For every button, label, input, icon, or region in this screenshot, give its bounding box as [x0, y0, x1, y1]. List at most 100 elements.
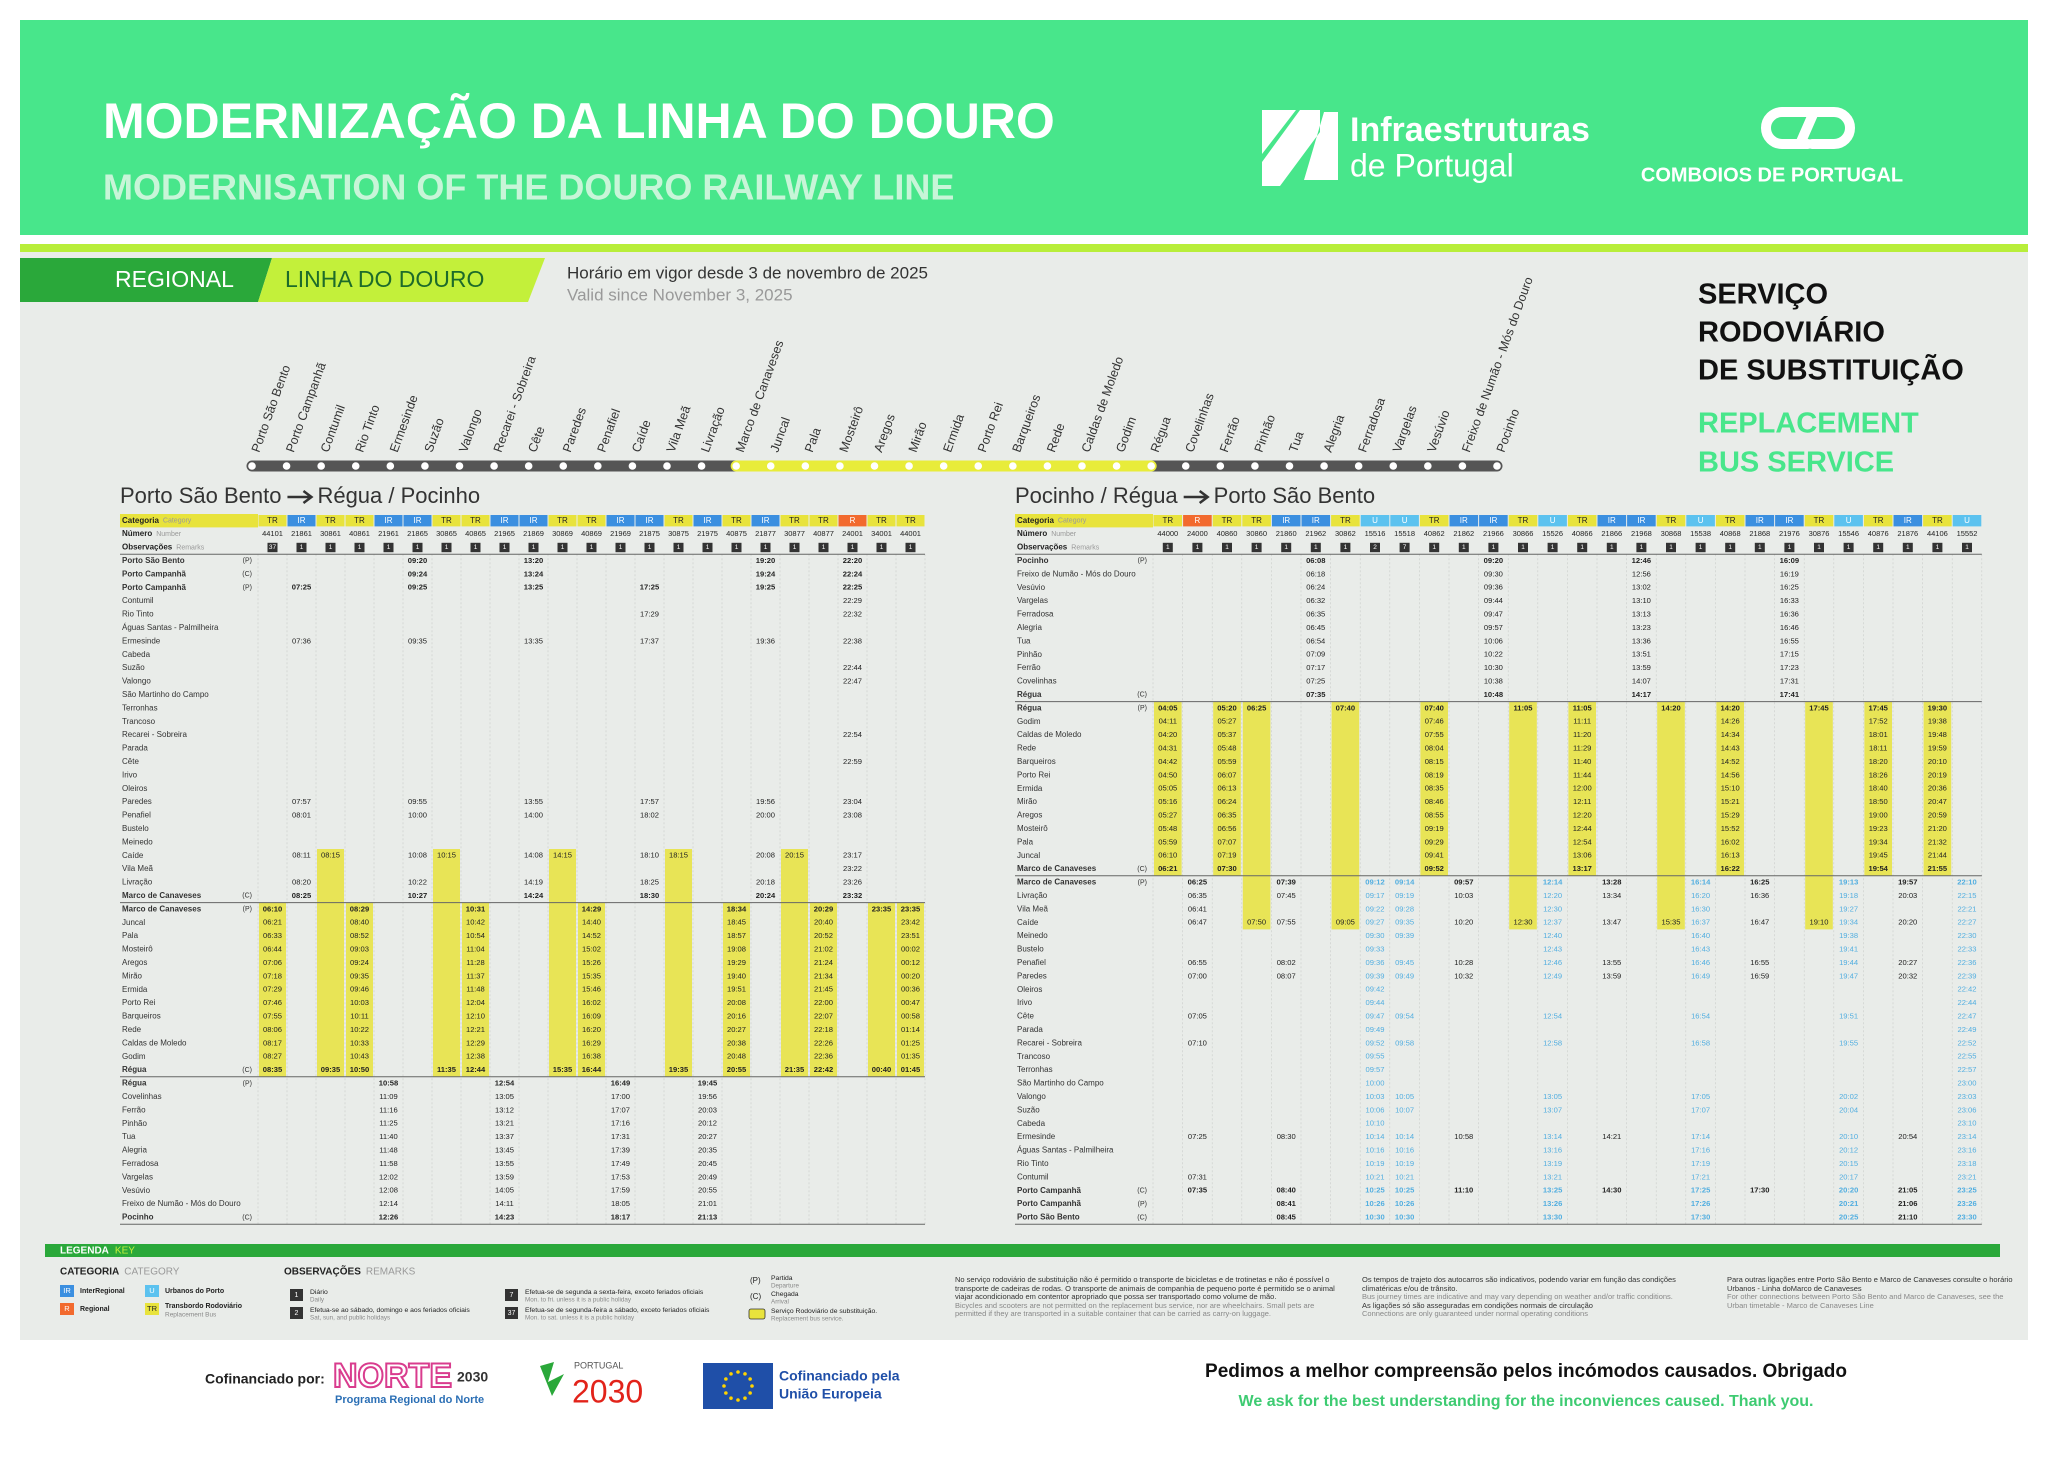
time: 19:51	[1839, 1012, 1858, 1021]
time: 19:35	[669, 1065, 689, 1074]
remark-box	[1932, 542, 1943, 553]
time: 10:30	[1365, 1213, 1384, 1222]
station-name: Marco de Canaveses	[1017, 878, 1097, 887]
train-number: 30868	[1661, 529, 1682, 538]
time: 09:49	[1395, 971, 1414, 980]
time: 12:54	[1543, 1012, 1562, 1021]
legend-remark-box	[290, 1307, 303, 1319]
time: 17:41	[1780, 690, 1800, 699]
train-number: 40860	[1217, 529, 1238, 538]
station-name: Pocinho	[122, 1213, 154, 1222]
category-code: TR	[1340, 516, 1351, 525]
time: 19:29	[727, 958, 746, 967]
time: 09:55	[1365, 1052, 1384, 1061]
category-code: TR	[267, 516, 278, 525]
time: 22:30	[1957, 931, 1976, 940]
time: 09:36	[1484, 583, 1503, 592]
remark-code: 1	[793, 544, 797, 551]
remark-code: 1	[1758, 544, 1762, 551]
time: 05:16	[1158, 797, 1177, 806]
time: 10:38	[1484, 677, 1503, 686]
subtitle: MODERNISATION OF THE DOURO RAILWAY LINE	[103, 167, 954, 208]
remark-code: 1	[851, 544, 855, 551]
station-name: Ferradosa	[1017, 610, 1054, 619]
pt2030-label: PORTUGAL	[574, 1360, 623, 1370]
time: 16:09	[582, 1012, 601, 1021]
time: 18:40	[1869, 784, 1888, 793]
remark-code: 1	[909, 544, 913, 551]
station-dot	[1389, 462, 1398, 470]
time: 10:06	[1365, 1105, 1384, 1114]
remark-code: 1	[1610, 544, 1614, 551]
time: 04:42	[1158, 757, 1177, 766]
station-name: Cête	[1017, 1012, 1034, 1021]
title-arrow	[287, 490, 314, 504]
apology: Pedimos a melhor compreensão pelos incóm…	[1205, 1361, 1847, 1382]
train-number: 44000	[1157, 529, 1178, 538]
legend-symbol-text: Chegada	[771, 1291, 799, 1298]
time: 17:25	[640, 583, 660, 592]
time: 13:55	[524, 797, 543, 806]
time: 10:00	[1365, 1079, 1384, 1088]
time: 16:22	[1720, 864, 1739, 873]
time: 22:07	[814, 1012, 833, 1021]
station-name: Covelinhas	[122, 1092, 162, 1101]
time: 20:16	[727, 1012, 746, 1021]
time: 12:30	[1513, 918, 1532, 927]
time: 08:07	[1277, 971, 1296, 980]
remark-code: 1	[677, 544, 681, 551]
time: 05:27	[1217, 717, 1236, 726]
time: 10:25	[1365, 1186, 1385, 1195]
bus-column	[781, 849, 808, 1077]
time: 16:49	[1691, 971, 1710, 980]
time: 10:07	[1395, 1105, 1414, 1114]
time: 22:33	[1957, 945, 1976, 954]
station-dot	[628, 462, 637, 470]
time: 09:20	[1484, 556, 1503, 565]
legend-remark-en: Mon. to fri. unless it is a public holid…	[525, 1297, 632, 1304]
time: 13:35	[524, 636, 543, 645]
station-name: Pala	[122, 931, 139, 940]
time: 07:06	[263, 958, 282, 967]
time: 16:38	[582, 1052, 601, 1061]
time: 17:39	[611, 1146, 630, 1155]
time: 16:59	[1750, 971, 1769, 980]
time: 19:08	[727, 945, 746, 954]
remark-box	[1577, 542, 1588, 553]
time: 04:05	[1158, 703, 1178, 712]
time: 19:57	[1898, 878, 1917, 887]
time: 09:44	[1484, 596, 1503, 605]
time: 19:40	[727, 971, 746, 980]
time: 13:24	[524, 569, 544, 578]
train-number: 40866	[1572, 529, 1593, 538]
time: 08:06	[263, 1025, 282, 1034]
time: 20:15	[1839, 1159, 1858, 1168]
time: 08:15	[1425, 757, 1444, 766]
time: 06:24	[1306, 583, 1325, 592]
time: 09:45	[1395, 958, 1414, 967]
train-number: 40869	[581, 529, 602, 538]
time: 07:18	[263, 971, 282, 980]
time: 20:17	[1839, 1172, 1858, 1181]
time: 08:30	[1277, 1132, 1296, 1141]
category-cell	[1183, 515, 1212, 527]
time: 12:44	[1573, 824, 1592, 833]
category-code: IR	[617, 516, 625, 525]
time: 14:23	[495, 1213, 514, 1222]
legend-remark: Efetua-se ao sábado, domingo e aos feria…	[310, 1307, 470, 1314]
category-code: TR	[441, 516, 452, 525]
time: 09:19	[1425, 824, 1444, 833]
legend-symbol-text: Serviço Rodoviário de substituição.	[771, 1308, 877, 1315]
category-code: TR	[876, 516, 887, 525]
time: 10:22	[408, 878, 427, 887]
time: 09:36	[1365, 958, 1384, 967]
time: 12:56	[1632, 569, 1651, 578]
time: 06:56	[1217, 824, 1236, 833]
background	[20, 245, 2028, 1340]
remark-box	[1162, 542, 1173, 553]
note-text-en: Bicycles and scooters are not permitted …	[955, 1300, 1315, 1318]
category-cell	[1745, 515, 1775, 527]
legend-note: Para outras ligações entre Porto São Ben…	[1727, 1275, 2017, 1310]
time: 09:27	[1365, 918, 1384, 927]
time: 10:48	[1484, 690, 1503, 699]
